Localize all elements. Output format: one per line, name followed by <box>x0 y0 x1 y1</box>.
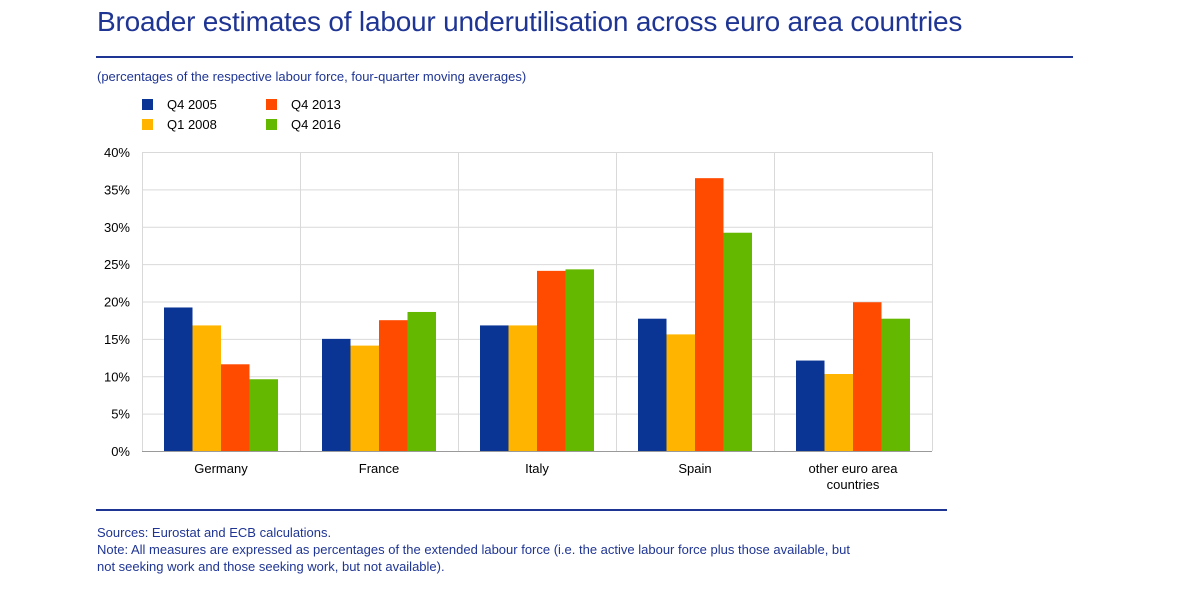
bar-germany-q1-2008 <box>192 325 221 451</box>
bar-germany-q4-2005 <box>164 307 193 451</box>
x-category-label-spain: Spain <box>678 461 711 476</box>
x-category-label-other-euro-area-countries-line-2: countries <box>827 477 880 492</box>
sources-text: Sources: Eurostat and ECB calculations. <box>97 525 332 540</box>
bar-other-euro-area-countries-q4-2013 <box>853 302 882 451</box>
bar-france-q1-2008 <box>350 345 379 451</box>
bar-france-q4-2013 <box>379 320 408 451</box>
legend-label-q4-2013: Q4 2013 <box>291 97 341 112</box>
legend-swatch-q1-2008 <box>142 119 153 130</box>
note-text-line-1: Note: All measures are expressed as perc… <box>97 542 850 557</box>
bar-italy-q1-2008 <box>508 325 537 451</box>
y-tick-label-20: 20% <box>104 295 130 310</box>
legend-label-q1-2008: Q1 2008 <box>167 117 217 132</box>
y-tick-label-15: 15% <box>104 332 130 347</box>
bar-france-q4-2005 <box>322 338 351 451</box>
x-category-label-germany: Germany <box>194 461 248 476</box>
bar-spain-q4-2013 <box>695 178 724 451</box>
legend-label-q4-2005: Q4 2005 <box>167 97 217 112</box>
bar-spain-q4-2016 <box>723 232 752 451</box>
bar-other-euro-area-countries-q4-2005 <box>796 360 825 451</box>
sources-block: Sources: Eurostat and ECB calculations. … <box>97 524 977 575</box>
bar-germany-q4-2016 <box>249 379 278 451</box>
bar-germany-q4-2013 <box>221 364 250 451</box>
y-tick-label-35: 35% <box>104 182 130 197</box>
bar-italy-q4-2013 <box>537 270 566 451</box>
y-tick-label-5: 5% <box>111 407 130 422</box>
bar-spain-q1-2008 <box>666 334 695 451</box>
bar-other-euro-area-countries-q1-2008 <box>824 374 853 451</box>
bar-france-q4-2016 <box>407 311 436 451</box>
legend-swatch-q4-2005 <box>142 99 153 110</box>
bar-italy-q4-2016 <box>565 269 594 451</box>
legend-swatch-q4-2013 <box>266 99 277 110</box>
title-rule <box>96 56 1073 58</box>
bar-italy-q4-2005 <box>480 325 509 451</box>
legend-swatch-q4-2016 <box>266 119 277 130</box>
bar-spain-q4-2005 <box>638 318 667 451</box>
bar-other-euro-area-countries-q4-2016 <box>881 318 910 451</box>
legend-label-q4-2016: Q4 2016 <box>291 117 341 132</box>
legend-item-q4-2013: Q4 2013 <box>266 97 341 112</box>
y-tick-label-10: 10% <box>104 369 130 384</box>
x-category-label-other-euro-area-countries-line-1: other euro area <box>809 461 899 476</box>
chart-subtitle: (percentages of the respective labour fo… <box>97 69 527 84</box>
x-category-label-italy: Italy <box>525 461 549 476</box>
x-category-label-france: France <box>359 461 399 476</box>
legend-item-q4-2016: Q4 2016 <box>266 117 341 132</box>
legend-item-q1-2008: Q1 2008 <box>142 117 217 132</box>
chart-title: Broader estimates of labour underutilisa… <box>97 6 963 37</box>
y-tick-label-25: 25% <box>104 257 130 272</box>
y-tick-label-40: 40% <box>104 145 130 160</box>
note-text-line-2: not seeking work and those seeking work,… <box>97 559 445 574</box>
footer-rule <box>96 509 947 511</box>
y-tick-label-0: 0% <box>111 444 130 459</box>
y-tick-label-30: 30% <box>104 220 130 235</box>
legend-item-q4-2005: Q4 2005 <box>142 97 217 112</box>
